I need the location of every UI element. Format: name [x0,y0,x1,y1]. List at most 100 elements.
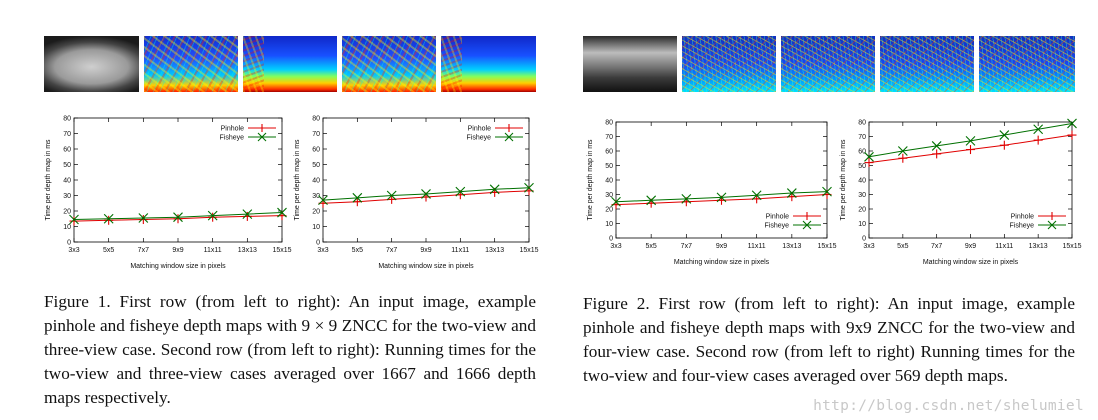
y-tick-label: 10 [605,221,613,228]
x-tick-label: 3x3 [610,243,621,250]
x-tick-label: 3x3 [863,243,874,250]
y-tick-label: 60 [605,149,613,156]
data-point-fisheye [965,135,976,146]
figure-1-caption: Figure 1. First row (from left to right)… [44,292,536,407]
chart-fig2-four-view: 0 10 20 30 40 50 60 70 80 3x3 5x5 7x7 9x9 11x11 13x13 1… [840,118,1082,266]
legend-label: Pinhole [1011,214,1034,221]
x-tick-label: 13x13 [782,243,801,250]
x-tick-label: 13x13 [1029,243,1048,250]
legend-marker [1047,220,1057,230]
x-tick-label: 3x3 [68,247,79,254]
y-tick-label: 40 [63,178,71,185]
data-point-pinhole [352,197,362,207]
x-axis-label: Matching window size in pixels [378,263,474,270]
x-tick-label: 7x7 [386,247,397,254]
x-tick-label: 5x5 [897,243,908,250]
data-point-fisheye [716,192,727,203]
x-axis-label: Matching window size in pixels [923,259,1019,266]
y-tick-label: 80 [312,116,320,123]
y-tick-label: 60 [312,147,320,154]
data-point-fisheye [751,190,762,201]
x-tick-label: 15x15 [1062,243,1081,250]
data-point-pinhole [387,194,397,204]
pinhole-depth-map-three-view [342,36,436,92]
pinhole-depth-map-four-view [880,36,974,92]
x-axis-label: Matching window size in pixels [130,263,226,270]
x-tick-label: 11x11 [451,247,469,254]
legend-marker [504,132,514,142]
legend-label: Fisheye [466,135,491,142]
data-point-fisheye [1033,124,1044,135]
legend-label: Pinhole [468,126,491,133]
y-tick-label: 40 [858,178,866,185]
data-point-fisheye [681,193,692,204]
legend-marker [802,220,812,230]
y-tick-label: 50 [312,162,320,169]
pinhole-depth-map-two-view [682,36,776,92]
input-image [583,36,677,92]
plot-frame [615,121,828,239]
data-point-fisheye [646,195,657,206]
data-point-pinhole [966,145,975,155]
data-point-pinhole [173,214,183,224]
y-tick-label: 10 [858,221,866,228]
data-point-pinhole [999,140,1009,150]
y-tick-label: 30 [63,193,71,200]
x-tick-label: 9x9 [716,243,727,250]
x-tick-label: 11x11 [995,243,1013,250]
y-tick-label: 0 [316,240,320,247]
y-tick-label: 60 [858,149,866,156]
y-axis-label: Time per depth map in ms [45,139,52,221]
data-point-fisheye [421,189,431,199]
data-point-fisheye [822,186,832,197]
y-tick-label: 10 [63,224,71,231]
fisheye-depth-map-three-view [441,36,536,92]
data-point-fisheye [103,213,114,224]
data-point-pinhole [864,158,874,168]
x-tick-label: 7x7 [931,243,942,250]
figure-2-image-row [583,36,1075,92]
y-tick-label: 70 [312,131,320,138]
y-tick-label: 10 [312,224,320,231]
pinhole-depth-map-two-view [144,36,238,92]
x-tick-label: 3x3 [317,247,328,254]
legend-label: Pinhole [766,214,789,221]
data-point-fisheye [386,190,397,201]
data-point-fisheye [611,196,621,207]
data-point-pinhole [208,212,218,222]
y-tick-label: 20 [605,207,613,214]
x-tick-label: 9x9 [965,243,976,250]
data-point-pinhole [104,215,114,225]
x-tick-label: 9x9 [172,247,183,254]
y-tick-label: 20 [858,207,866,214]
y-tick-label: 30 [605,192,613,199]
data-point-fisheye [999,130,1010,140]
x-tick-label: 11x11 [748,243,766,250]
x-axis-label: Matching window size in pixels [674,259,770,266]
x-tick-label: 9x9 [420,247,431,254]
data-point-pinhole [69,216,79,226]
data-point-fisheye [318,195,328,206]
y-tick-label: 20 [312,209,320,216]
data-point-fisheye [352,192,363,203]
legend-label: Fisheye [219,135,244,142]
chart-fig1-two-view: 0 10 20 30 40 50 60 70 80 3x3 5x5 7x7 9x9 11x11 13x13 1… [45,116,292,271]
x-tick-label: 5x5 [103,247,114,254]
y-tick-label: 20 [63,209,71,216]
data-point-fisheye [786,188,797,198]
data-point-pinhole [242,211,252,221]
y-tick-label: 80 [63,116,71,123]
input-image [44,36,139,92]
y-tick-label: 50 [605,163,613,170]
data-point-pinhole [898,153,908,163]
data-point-fisheye [524,182,534,193]
x-tick-label: 5x5 [352,247,363,254]
data-point-fisheye [69,214,79,225]
y-tick-label: 0 [609,236,613,243]
fisheye-depth-map-two-view [243,36,337,92]
y-tick-label: 0 [862,236,866,243]
x-tick-label: 13x13 [485,247,504,254]
data-point-pinhole [932,149,942,159]
data-point-fisheye [173,212,183,223]
legend-label: Fisheye [1009,223,1034,230]
